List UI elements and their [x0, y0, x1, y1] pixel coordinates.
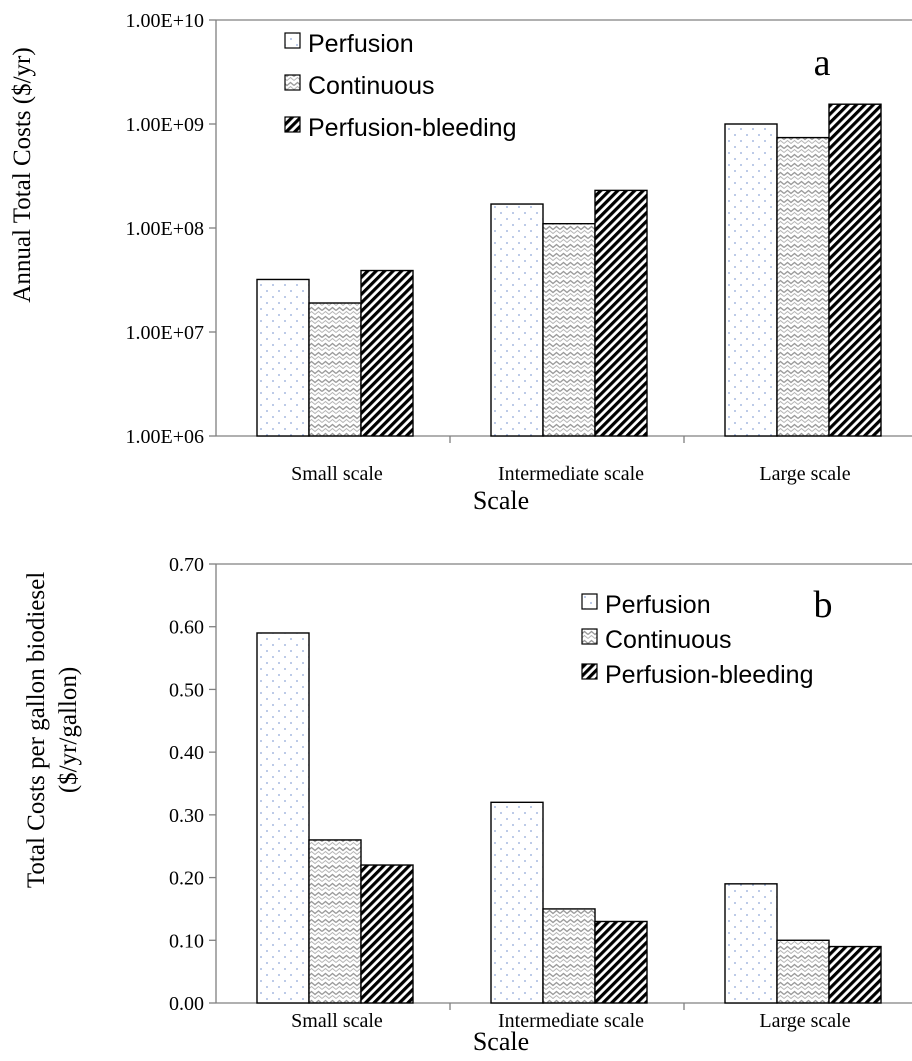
legend-label: Perfusion	[308, 30, 414, 58]
legend-swatch	[581, 663, 598, 680]
bar-perfusion-bleeding	[828, 945, 882, 1004]
bar-perfusion	[256, 632, 310, 1004]
y-tick-label: 0.30	[169, 805, 204, 827]
x-tick-label: Intermediate scale	[498, 1010, 644, 1032]
legend-label: Perfusion-bleeding	[308, 114, 516, 142]
legend: Perfusion Continuous Perfusion-bleeding	[581, 591, 813, 689]
y-tick-label: 0.50	[169, 679, 204, 701]
x-tick-label: Small scale	[291, 463, 383, 485]
bar-perfusion-bleeding	[360, 269, 414, 437]
panel-label-b: b	[814, 584, 833, 626]
y-tick-label: 1.00E+07	[126, 322, 205, 344]
y-tick-label: 1.00E+09	[126, 114, 205, 136]
y-tick-label: 0.20	[169, 868, 204, 890]
legend-swatch	[284, 32, 301, 49]
panel-label-a: a	[814, 42, 831, 84]
legend: Perfusion Continuous Perfusion-bleeding	[284, 30, 516, 142]
bar-perfusion	[490, 801, 544, 1004]
legend-swatch	[284, 74, 301, 91]
x-tick-label: Small scale	[291, 1010, 383, 1032]
y-tick-label: 1.00E+08	[126, 218, 205, 240]
y-tick-label: 1.00E+06	[126, 426, 205, 448]
y-axis-title-b-line2: ($/yr/gallon)	[55, 667, 82, 793]
bar-perfusion	[256, 278, 310, 437]
y-axis-title-b-line1: Total Costs per gallon biodiesel	[23, 572, 50, 888]
bar-continuous	[308, 302, 362, 437]
bar-continuous	[308, 839, 362, 1004]
bar-continuous	[542, 222, 596, 437]
legend-swatch	[581, 593, 598, 610]
x-tick-label: Intermediate scale	[498, 463, 644, 485]
x-axis-title-b: Scale	[473, 1027, 529, 1056]
legend-label: Continuous	[308, 72, 434, 100]
legend-label: Continuous	[605, 626, 731, 654]
legend-label: Perfusion-bleeding	[605, 661, 813, 689]
bar-continuous	[776, 939, 830, 1004]
bar-continuous	[776, 136, 830, 437]
chart-panel-b: b Scale Total Costs per gallon biodiesel…	[23, 554, 912, 1056]
y-tick-label: 0.10	[169, 930, 204, 952]
bar-perfusion-bleeding	[594, 189, 648, 437]
y-axis-title-a: Annual Total Costs ($/yr)	[9, 47, 36, 302]
legend-label: Perfusion	[605, 591, 711, 619]
legend-swatch	[581, 628, 598, 645]
bar-continuous	[542, 908, 596, 1004]
x-tick-label: Large scale	[759, 463, 850, 485]
legend-swatch	[284, 116, 301, 133]
y-tick-label: 1.00E+10	[126, 10, 205, 32]
y-tick-label: 0.60	[169, 617, 204, 639]
y-tick-label: 0.00	[169, 993, 204, 1015]
bar-perfusion-bleeding	[828, 103, 882, 437]
chart-panel-a: a Scale Annual Total Costs ($/yr) 1.00E+…	[9, 10, 912, 515]
x-tick-label: Large scale	[759, 1010, 850, 1032]
bar-perfusion	[724, 123, 778, 437]
x-axis-title-a: Scale	[473, 486, 529, 515]
bar-perfusion-bleeding	[594, 920, 648, 1004]
y-tick-label: 0.70	[169, 554, 204, 576]
bar-perfusion	[490, 203, 544, 437]
bar-perfusion-bleeding	[360, 864, 414, 1004]
bar-perfusion	[724, 883, 778, 1004]
y-tick-label: 0.40	[169, 742, 204, 764]
